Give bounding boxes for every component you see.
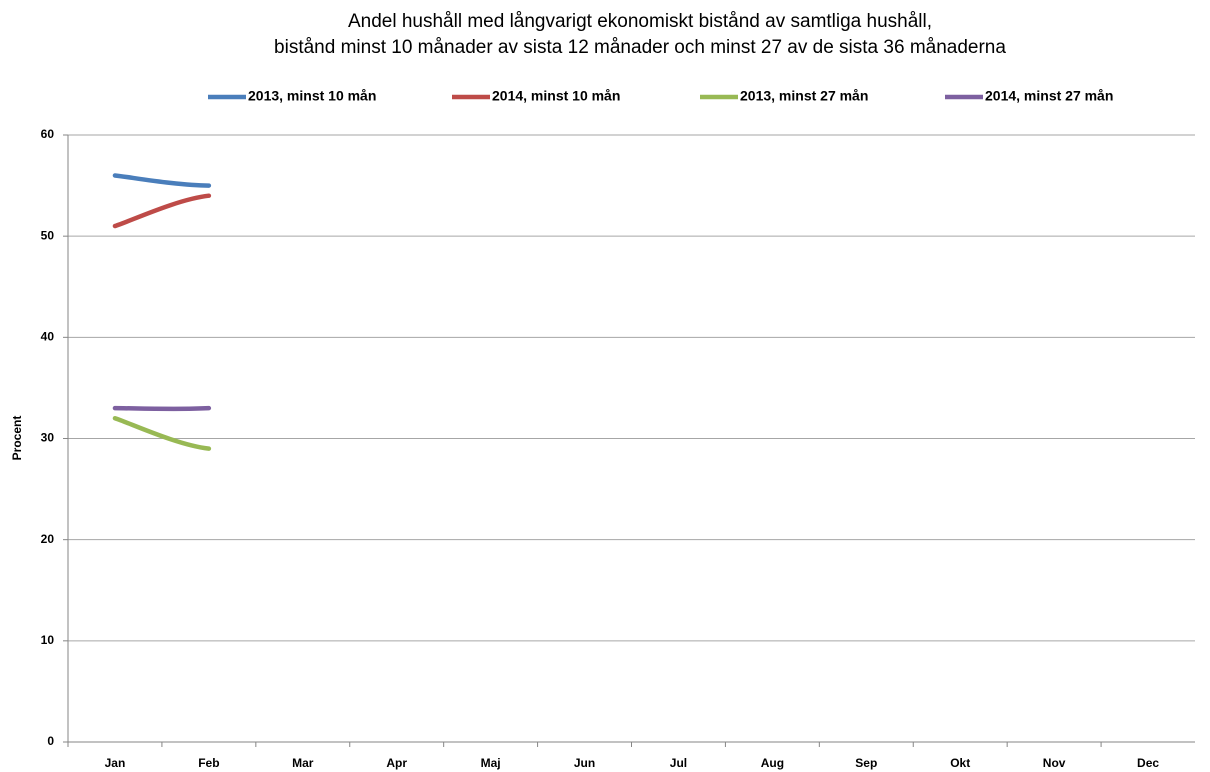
- chart-title: Andel hushåll med långvarigt ekonomiskt …: [348, 11, 932, 32]
- y-tick-label: 10: [41, 633, 55, 647]
- legend-label: 2013, minst 27 mån: [740, 88, 868, 104]
- legend-label: 2014, minst 10 mån: [492, 88, 620, 104]
- y-axis-label: Procent: [10, 416, 24, 461]
- y-tick-label: 50: [41, 228, 55, 242]
- x-tick-label: Maj: [481, 756, 501, 770]
- x-tick-label: Okt: [950, 756, 970, 770]
- y-tick-label: 30: [41, 431, 55, 445]
- x-tick-label: Jul: [670, 756, 687, 770]
- x-tick-label: Feb: [198, 756, 219, 770]
- x-tick-label: Nov: [1043, 756, 1066, 770]
- x-tick-label: Sep: [855, 756, 877, 770]
- legend-label: 2014, minst 27 mån: [985, 88, 1113, 104]
- series-line: [112, 173, 212, 188]
- x-tick-label: Mar: [292, 756, 314, 770]
- chart-subtitle: bistånd minst 10 månader av sista 12 mån…: [274, 37, 1006, 58]
- y-tick-label: 40: [41, 330, 55, 344]
- y-tick-label: 20: [41, 532, 55, 546]
- x-tick-label: Jun: [574, 756, 595, 770]
- x-tick-label: Apr: [386, 756, 407, 770]
- legend-label: 2013, minst 10 mån: [248, 88, 376, 104]
- x-tick-label: Jan: [105, 756, 126, 770]
- y-tick-label: 0: [47, 734, 54, 748]
- y-tick-label: 60: [41, 127, 55, 141]
- series-line: [112, 193, 212, 229]
- x-tick-label: Aug: [761, 756, 784, 770]
- series-line: [112, 405, 212, 412]
- series-line: [112, 416, 212, 451]
- x-tick-label: Dec: [1137, 756, 1159, 770]
